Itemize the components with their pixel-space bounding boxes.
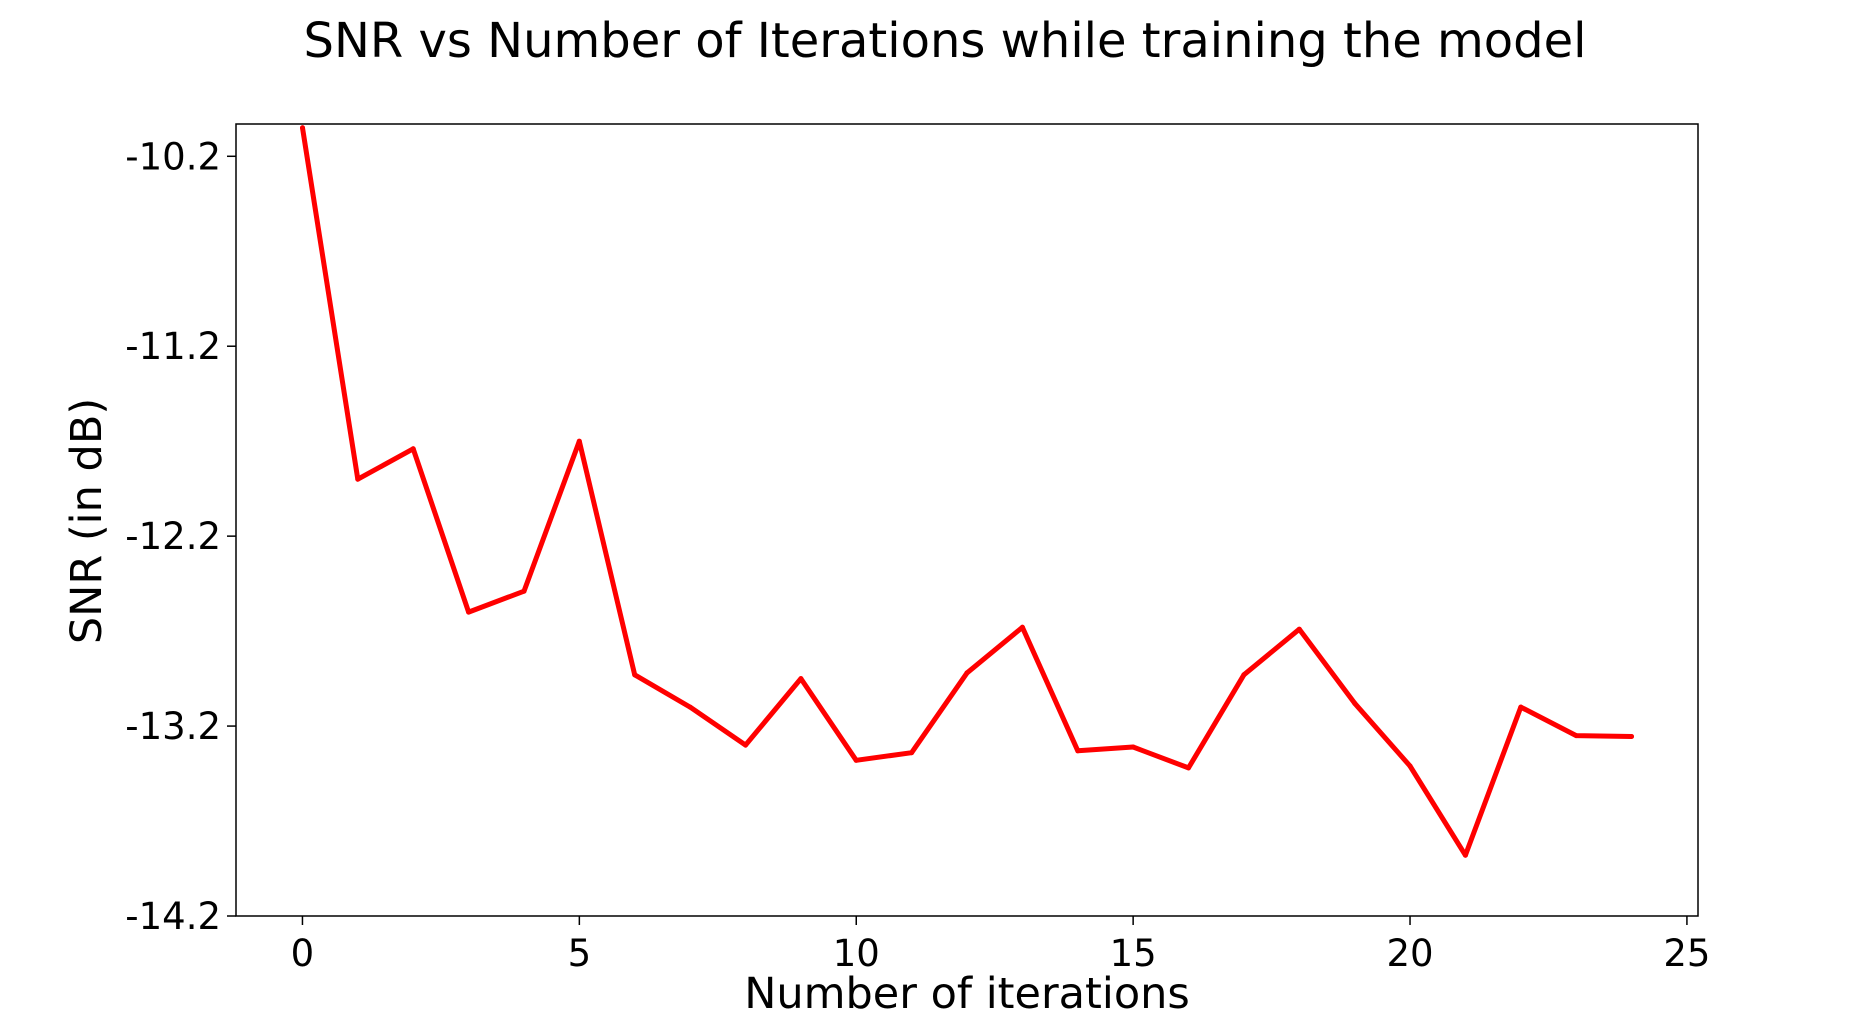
data-point bbox=[853, 757, 859, 763]
y-tick-label: -14.2 bbox=[125, 895, 221, 938]
x-axis-label: Number of iterations bbox=[744, 969, 1190, 1019]
y-tick-label: -12.2 bbox=[125, 515, 221, 558]
data-point bbox=[1130, 744, 1136, 750]
data-point bbox=[1019, 624, 1025, 630]
y-tick-label: -11.2 bbox=[125, 325, 221, 368]
x-tick-label: 15 bbox=[1110, 932, 1157, 975]
series-line bbox=[300, 125, 1634, 858]
data-point bbox=[687, 704, 693, 710]
data-point bbox=[1518, 704, 1524, 710]
data-points bbox=[300, 125, 1634, 858]
data-point bbox=[1407, 763, 1413, 769]
x-tick-label: 5 bbox=[568, 932, 592, 975]
data-point bbox=[1462, 852, 1468, 858]
data-point bbox=[1629, 734, 1634, 739]
data-point bbox=[1573, 733, 1579, 739]
data-point bbox=[964, 670, 970, 676]
data-point bbox=[1241, 672, 1247, 678]
data-point bbox=[521, 588, 527, 594]
y-axis-label: SNR (in dB) bbox=[62, 398, 112, 644]
chart-title: SNR vs Number of Iterations while traini… bbox=[304, 13, 1587, 69]
data-point bbox=[300, 125, 305, 131]
data-point bbox=[798, 676, 804, 682]
y-tick-label: -10.2 bbox=[125, 135, 221, 178]
data-point bbox=[632, 672, 638, 678]
data-point bbox=[576, 438, 582, 444]
data-point bbox=[743, 742, 748, 748]
data-point bbox=[1186, 765, 1191, 771]
data-point bbox=[1352, 700, 1358, 706]
x-axis: 0 5 10 15 20 25 bbox=[291, 916, 1710, 975]
data-point bbox=[1296, 626, 1302, 632]
data-point bbox=[1075, 748, 1081, 754]
y-axis: -10.2 -11.2 -12.2 -13.2 -14.2 bbox=[125, 135, 236, 938]
plot-frame bbox=[235, 123, 1699, 917]
data-point bbox=[909, 750, 915, 756]
x-tick-label: 10 bbox=[833, 932, 880, 975]
x-tick-label: 0 bbox=[291, 932, 315, 975]
data-point bbox=[410, 446, 416, 452]
y-tick-label: -13.2 bbox=[125, 705, 221, 748]
data-point bbox=[466, 609, 472, 615]
x-tick-label: 20 bbox=[1386, 932, 1433, 975]
x-tick-label: 25 bbox=[1663, 932, 1710, 975]
data-point bbox=[355, 476, 361, 482]
